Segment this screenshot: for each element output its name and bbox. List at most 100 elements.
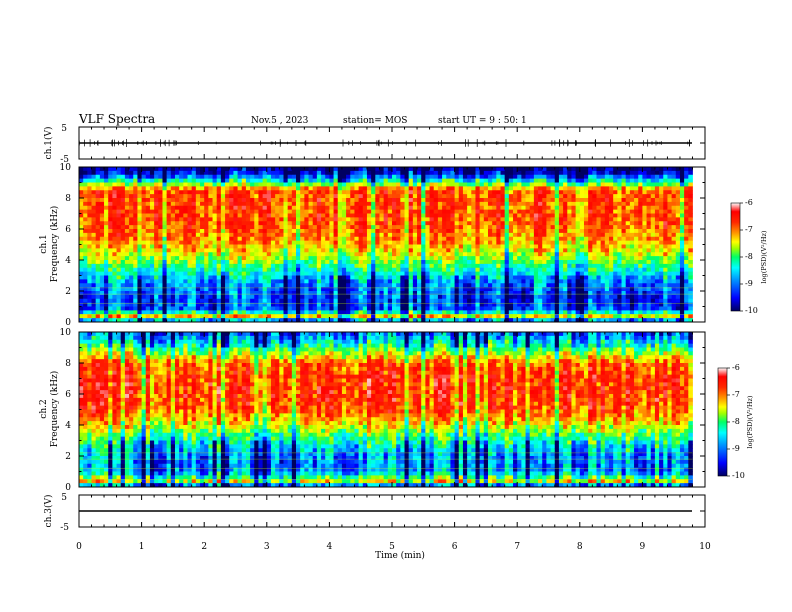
spectrogram-cell: [513, 318, 518, 322]
spectrogram-cell: [354, 209, 360, 214]
spectrogram-cell: [417, 221, 422, 226]
spectrogram-cell: [325, 267, 330, 273]
spectrogram-cell: [525, 229, 531, 234]
spectrogram-cell: [216, 291, 222, 296]
spectrogram-cell: [513, 275, 518, 280]
spectrogram-cell: [442, 298, 447, 304]
spectrogram-cell: [258, 190, 264, 195]
spectrogram-cell: [154, 298, 159, 304]
spectrogram-cell: [433, 279, 439, 284]
spectrogram-cell: [358, 275, 364, 280]
spectrogram-cell: [270, 287, 276, 292]
spectrogram-cell: [104, 186, 109, 191]
spectrogram-cell: [354, 302, 360, 307]
spectrogram-cell: [400, 201, 405, 207]
spectrogram-cell: [583, 302, 589, 307]
spectrogram-cell: [212, 275, 218, 280]
spectrogram-cell: [266, 167, 272, 172]
spectrogram-cell: [316, 167, 322, 172]
spectrogram-cell: [400, 170, 405, 176]
spectrogram-cell: [483, 198, 489, 203]
spectrogram-cell: [191, 182, 197, 187]
spectrogram-cell: [174, 294, 180, 300]
spectrogram-cell: [120, 260, 126, 265]
spectrogram-cell: [162, 291, 168, 296]
spectrogram-cell: [141, 256, 147, 261]
spectrogram-cell: [250, 240, 255, 245]
spectrogram-cell: [279, 190, 284, 195]
spectrogram-cell: [254, 252, 259, 257]
spectrogram-cell: [166, 236, 172, 242]
spectrogram-cell: [337, 298, 343, 304]
spectrogram-cell: [287, 236, 293, 242]
spectrogram-cell: [496, 186, 501, 191]
spectrogram-cell: [346, 225, 351, 230]
spectrogram-cell: [287, 240, 293, 245]
spectrogram-cell: [433, 217, 439, 222]
spectrogram-cell: [316, 221, 322, 226]
spectrogram-cell: [250, 194, 255, 199]
spectrogram-cell: [546, 252, 551, 257]
spectrogram-cell: [254, 310, 259, 315]
spectrogram-cell: [141, 213, 147, 218]
spectrogram-cell: [479, 310, 485, 315]
spectrogram-cell: [95, 256, 101, 261]
spectrogram-cell: [108, 306, 113, 311]
spectrogram-cell: [179, 298, 184, 304]
spectrogram-cell: [337, 244, 343, 249]
spectrogram-cell: [191, 252, 197, 257]
spectrogram-cell: [296, 244, 301, 249]
spectrogram-cell: [300, 306, 305, 311]
spectrogram-cell: [241, 225, 247, 230]
spectrogram-cell: [250, 205, 255, 211]
spectrogram-cell: [487, 287, 493, 292]
spectrogram-cell: [575, 236, 581, 242]
spectrogram-cell: [563, 201, 568, 207]
spectrogram-cell: [579, 194, 585, 199]
spectrogram-cell: [567, 271, 572, 276]
spectrogram-cell: [329, 217, 334, 222]
spectrogram-cell: [446, 291, 451, 296]
spectrogram-cell: [375, 306, 380, 311]
spectrogram-cell: [379, 306, 385, 311]
spectrogram-cell: [316, 240, 322, 245]
spectrogram-cell: [521, 306, 526, 311]
spectrogram-cell: [483, 287, 489, 292]
spectrogram-cell: [341, 213, 347, 218]
spectrogram-cell: [308, 186, 314, 191]
spectrogram-cell: [329, 174, 334, 180]
spectrogram-cell: [567, 198, 572, 203]
spectrogram-cell: [450, 236, 455, 242]
spectrogram-cell: [450, 182, 455, 187]
spectrogram-cell: [133, 217, 138, 222]
spectrogram-cell: [312, 221, 318, 226]
spectrogram-cell: [475, 174, 481, 180]
spectrogram-cell: [300, 209, 305, 214]
spectrogram-cell: [521, 318, 526, 322]
spectrogram-cell: [446, 186, 451, 191]
spectrogram-cell: [149, 283, 155, 288]
spectrogram-cell: [583, 209, 589, 214]
spectrogram-cell: [316, 318, 322, 322]
spectrogram-cell: [254, 318, 259, 322]
spectrogram-cell: [108, 310, 113, 315]
spectrogram-cell: [149, 213, 155, 218]
spectrogram-cell: [195, 287, 201, 292]
spectrogram-cell: [362, 267, 368, 273]
spectrogram-cell: [233, 170, 238, 176]
spectrogram-cell: [179, 225, 184, 230]
spectrogram-cell: [208, 232, 213, 238]
spectrogram-cell: [287, 178, 293, 183]
spectrogram-cell: [108, 263, 113, 269]
spectrogram-cell: [291, 310, 297, 315]
spectrogram-cell: [116, 225, 122, 230]
spectrogram-cell: [174, 213, 180, 218]
spectrogram-cell: [475, 318, 481, 322]
spectrogram-cell: [529, 190, 535, 195]
spectrogram-cell: [208, 260, 213, 265]
spectrogram-cell: [137, 198, 142, 203]
spectrogram-cell: [546, 267, 551, 273]
spectrogram-cell: [341, 205, 347, 211]
spectrogram-cell: [350, 229, 355, 234]
spectrogram-cell: [116, 170, 122, 176]
